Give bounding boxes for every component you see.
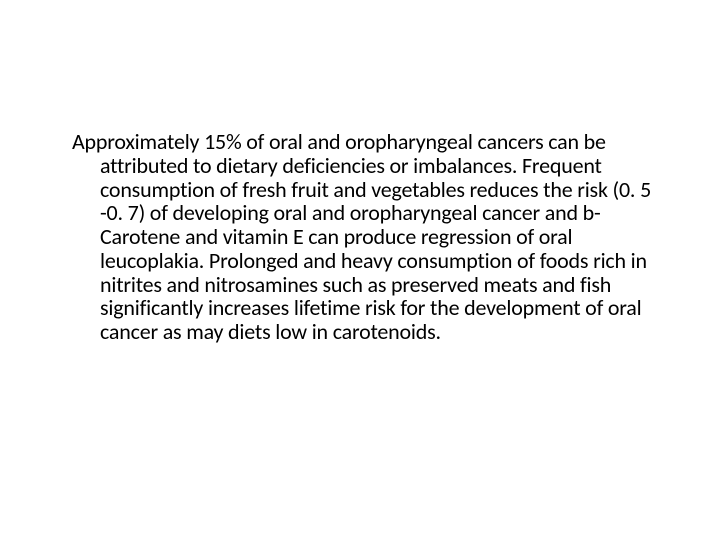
slide-container: Approximately 15% of oral and oropharyng… <box>0 0 720 540</box>
body-paragraph: Approximately 15% of oral and oropharyng… <box>45 130 660 344</box>
